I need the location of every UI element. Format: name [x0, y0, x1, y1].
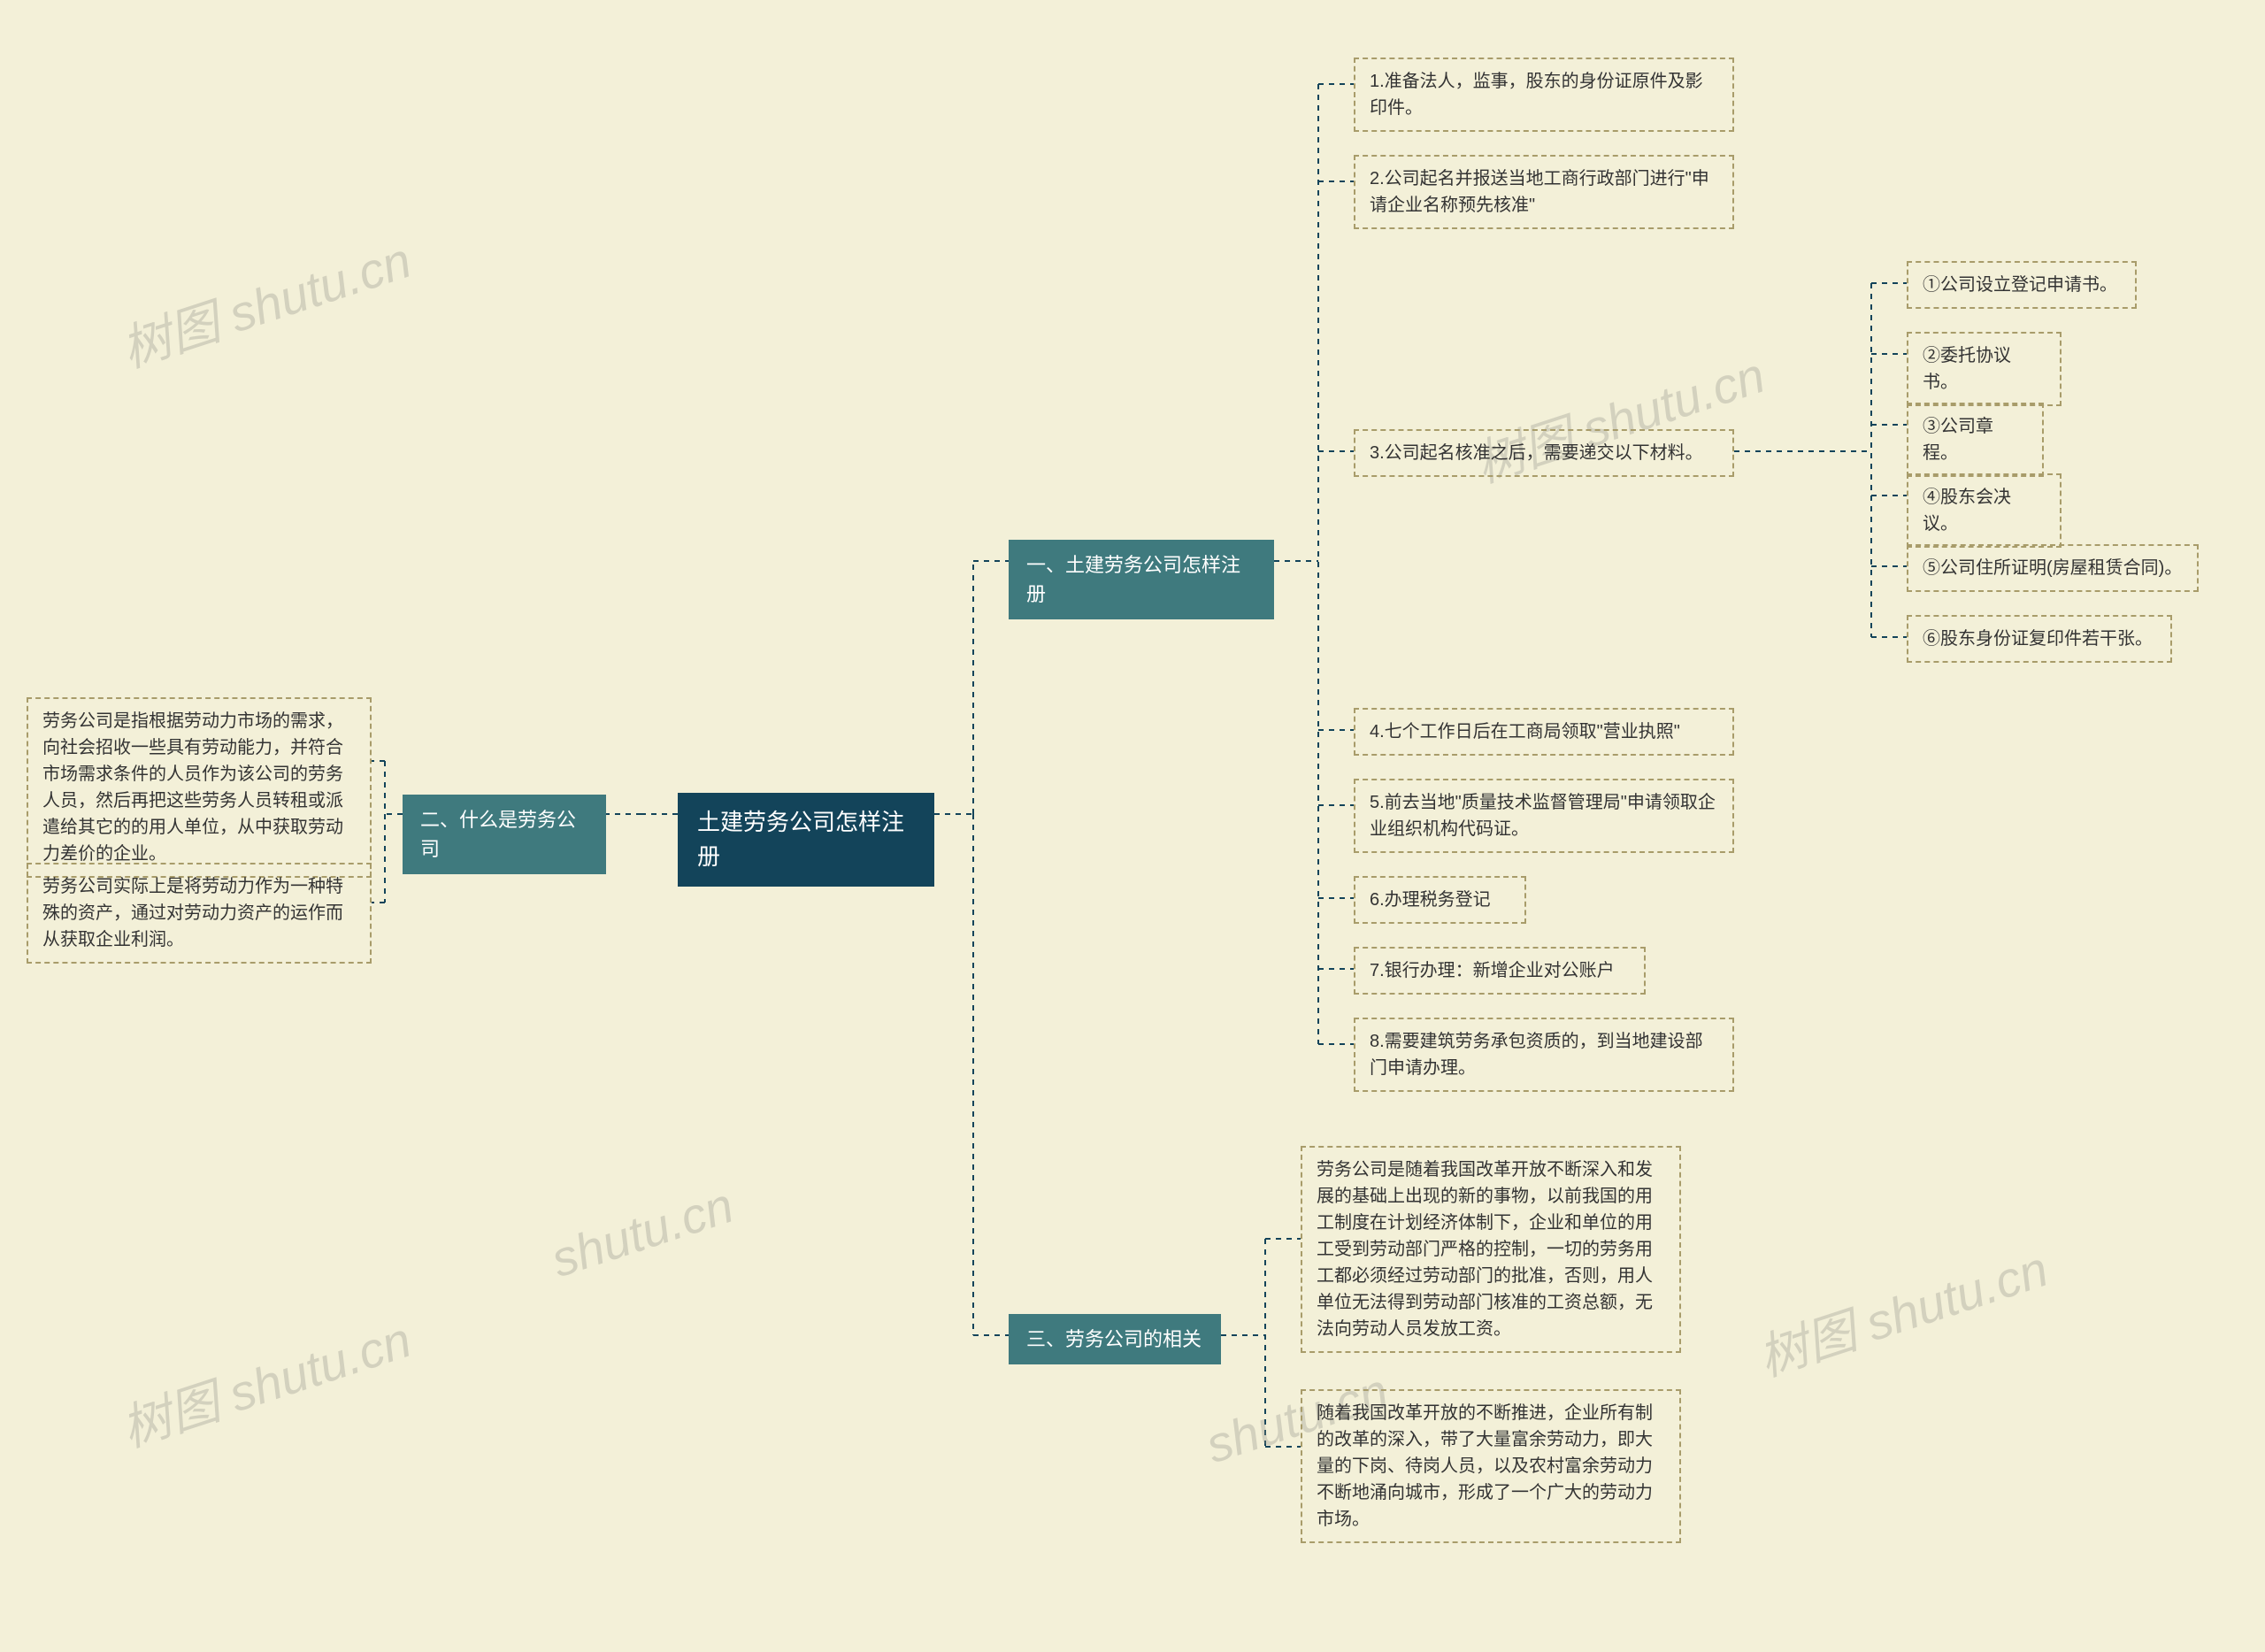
branch-related[interactable]: 三、劳务公司的相关: [1009, 1314, 1221, 1364]
leaf-step-2: 2.公司起名并报送当地工商行政部门进行"申请企业名称预先核准": [1354, 155, 1734, 229]
subleaf-doc-3: ③公司章程。: [1907, 403, 2044, 477]
leaf-step-7: 7.银行办理：新增企业对公账户: [1354, 947, 1646, 995]
leaf-related-2: 随着我国改革开放的不断推进，企业所有制的改革的深入，带了大量富余劳动力，即大量的…: [1301, 1389, 1681, 1543]
leaf-step-3: 3.公司起名核准之后，需要递交以下材料。: [1354, 429, 1734, 477]
watermark: 树图 shutu.cn: [111, 1301, 419, 1462]
leaf-step-8: 8.需要建筑劳务承包资质的，到当地建设部门申请办理。: [1354, 1018, 1734, 1092]
leaf-definition-1: 劳务公司是指根据劳动力市场的需求，向社会招收一些具有劳动能力，并符合市场需求条件…: [27, 697, 372, 878]
watermark: 树图 shutu.cn: [111, 221, 419, 382]
watermark: 树图 shutu.cn: [1748, 1230, 2056, 1391]
branch-how-to-register[interactable]: 一、土建劳务公司怎样注册: [1009, 540, 1274, 619]
leaf-related-1: 劳务公司是随着我国改革开放不断深入和发展的基础上出现的新的事物，以前我国的用工制…: [1301, 1146, 1681, 1353]
leaf-step-4: 4.七个工作日后在工商局领取"营业执照": [1354, 708, 1734, 756]
subleaf-doc-2: ②委托协议书。: [1907, 332, 2062, 406]
leaf-step-1: 1.准备法人，监事，股东的身份证原件及影印件。: [1354, 58, 1734, 132]
subleaf-doc-5: ⑤公司住所证明(房屋租赁合同)。: [1907, 544, 2199, 592]
leaf-definition-2: 劳务公司实际上是将劳动力作为一种特殊的资产，通过对劳动力资产的运作而从获取企业利…: [27, 863, 372, 964]
watermark: shutu.cn: [544, 1176, 740, 1288]
branch-what-is[interactable]: 二、什么是劳务公司: [403, 795, 606, 874]
root-node[interactable]: 土建劳务公司怎样注册: [678, 793, 934, 887]
leaf-step-6: 6.办理税务登记: [1354, 876, 1526, 924]
subleaf-doc-6: ⑥股东身份证复印件若干张。: [1907, 615, 2172, 663]
leaf-step-5: 5.前去当地"质量技术监督管理局"申请领取企业组织机构代码证。: [1354, 779, 1734, 853]
subleaf-doc-1: ①公司设立登记申请书。: [1907, 261, 2137, 309]
subleaf-doc-4: ④股东会决议。: [1907, 473, 2062, 548]
